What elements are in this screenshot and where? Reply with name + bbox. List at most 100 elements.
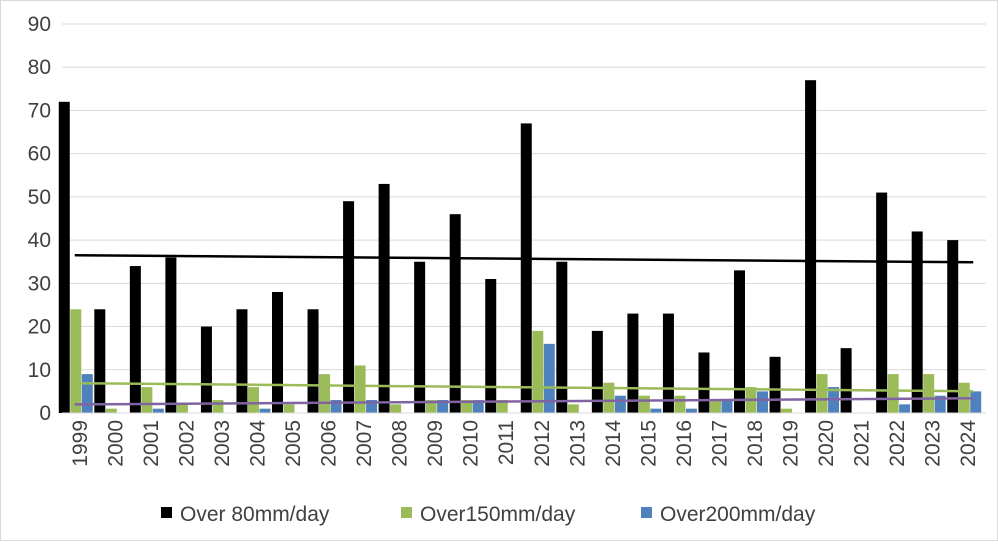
y-tick-label: 70	[28, 99, 51, 122]
bar-over-80mm-day	[840, 348, 852, 413]
bar-over150mm-day	[70, 309, 82, 413]
bar-over150mm-day	[638, 395, 650, 413]
x-tick-label: 2009	[424, 420, 447, 467]
bar-over150mm-day	[781, 408, 793, 413]
bar-over150mm-day	[496, 400, 508, 413]
bar-over150mm-day	[603, 382, 615, 413]
bar-over-80mm-day	[876, 192, 888, 413]
x-tick-label: 2020	[815, 420, 838, 467]
bar-over150mm-day	[105, 408, 117, 413]
bar-over-80mm-day	[734, 270, 745, 413]
bar-over-80mm-day	[449, 214, 461, 413]
bar-over200mm-day	[472, 400, 484, 413]
y-tick-label: 30	[28, 272, 51, 295]
trendline	[74, 397, 974, 406]
trendline	[74, 381, 974, 393]
bar-over-80mm-day	[769, 356, 781, 413]
bar-over-80mm-day	[662, 313, 674, 413]
legend-swatch	[401, 507, 412, 518]
x-tick-label: 2018	[744, 420, 767, 467]
bar-over-80mm-day	[129, 266, 141, 413]
bar-over-80mm-day	[911, 231, 923, 413]
y-tick-label: 20	[28, 316, 51, 339]
x-tick-label: 2003	[211, 420, 234, 467]
bar-over200mm-day	[614, 395, 626, 413]
y-tick-label: 80	[28, 56, 51, 79]
legend-swatch	[641, 507, 652, 518]
legend-label: Over150mm/day	[420, 503, 576, 526]
x-tick-label: 2011	[495, 420, 518, 465]
bar-over-80mm-day	[591, 330, 603, 413]
bar-over-80mm-day	[307, 309, 319, 413]
x-tick-label: 2002	[175, 420, 198, 467]
bar-over-80mm-day	[556, 261, 568, 413]
x-tick-label: 2012	[531, 420, 554, 467]
bar-over200mm-day	[685, 408, 697, 413]
x-tick-label: 2006	[318, 420, 341, 467]
bar-over-80mm-day	[94, 309, 106, 413]
bar-over-80mm-day	[200, 326, 212, 413]
bar-over150mm-day	[709, 400, 721, 413]
x-tick-label: 2022	[886, 420, 909, 467]
x-tick-label: 1999	[69, 420, 92, 467]
y-tick-label: 50	[28, 186, 51, 209]
x-tick-label: 2005	[282, 420, 305, 467]
bar-over150mm-day	[532, 330, 544, 413]
bar-over200mm-day	[259, 408, 271, 413]
y-tick-label: 10	[28, 359, 51, 382]
bar-over200mm-day	[543, 343, 555, 413]
bar-over200mm-day	[721, 400, 733, 413]
bar-over200mm-day	[366, 400, 378, 413]
trendline	[74, 253, 974, 264]
x-tick-label: 2001	[140, 420, 163, 467]
bar-over-80mm-day	[520, 123, 532, 414]
bar-over150mm-day	[283, 404, 295, 413]
bar-over200mm-day	[899, 404, 911, 413]
y-tick-label: 60	[28, 143, 51, 166]
bar-over200mm-day	[650, 408, 662, 413]
bar-over-80mm-day	[805, 80, 817, 413]
x-tick-label: 2023	[922, 420, 945, 467]
bar-over-80mm-day	[378, 183, 390, 413]
bar-over-80mm-day	[343, 201, 355, 413]
bar-over200mm-day	[152, 408, 164, 413]
bar-over-80mm-day	[58, 101, 70, 414]
bar-over200mm-day	[81, 374, 93, 413]
legend-swatch	[161, 507, 172, 518]
bar-over-80mm-day	[698, 352, 710, 413]
x-tick-label: 2007	[353, 420, 376, 467]
bar-over150mm-day	[567, 404, 579, 413]
x-tick-label: 2024	[957, 420, 980, 467]
bar-over-80mm-day	[414, 261, 426, 413]
legend-label: Over200mm/day	[660, 503, 816, 526]
bar-over150mm-day	[390, 404, 402, 413]
bar-over-80mm-day	[627, 313, 639, 413]
bar-over150mm-day	[319, 374, 331, 413]
bar-over150mm-day	[354, 365, 366, 413]
x-tick-label: 2015	[637, 420, 660, 467]
x-tick-label: 2019	[780, 420, 803, 467]
x-tick-label: 2017	[708, 420, 731, 467]
bar-over150mm-day	[176, 404, 188, 413]
bar-over-80mm-day	[272, 291, 283, 413]
bar-over200mm-day	[970, 391, 982, 413]
bar-over-80mm-day	[485, 279, 497, 413]
bar-over150mm-day	[247, 387, 259, 413]
bar-over150mm-day	[212, 400, 224, 413]
bar-over-80mm-day	[236, 309, 248, 413]
x-tick-label: 2000	[104, 420, 127, 467]
bar-over200mm-day	[934, 395, 946, 413]
bar-over150mm-day	[461, 400, 473, 413]
x-tick-label: 2016	[673, 420, 696, 467]
x-tick-label: 2014	[602, 420, 625, 467]
bar-over150mm-day	[674, 395, 686, 413]
bar-over-80mm-day	[165, 257, 177, 413]
bar-over150mm-day	[816, 374, 828, 413]
bar-over150mm-day	[887, 374, 899, 413]
bar-over150mm-day	[425, 400, 437, 413]
legend-label: Over 80mm/day	[180, 503, 330, 526]
y-tick-label: 90	[28, 13, 51, 36]
bar-over200mm-day	[437, 400, 449, 413]
